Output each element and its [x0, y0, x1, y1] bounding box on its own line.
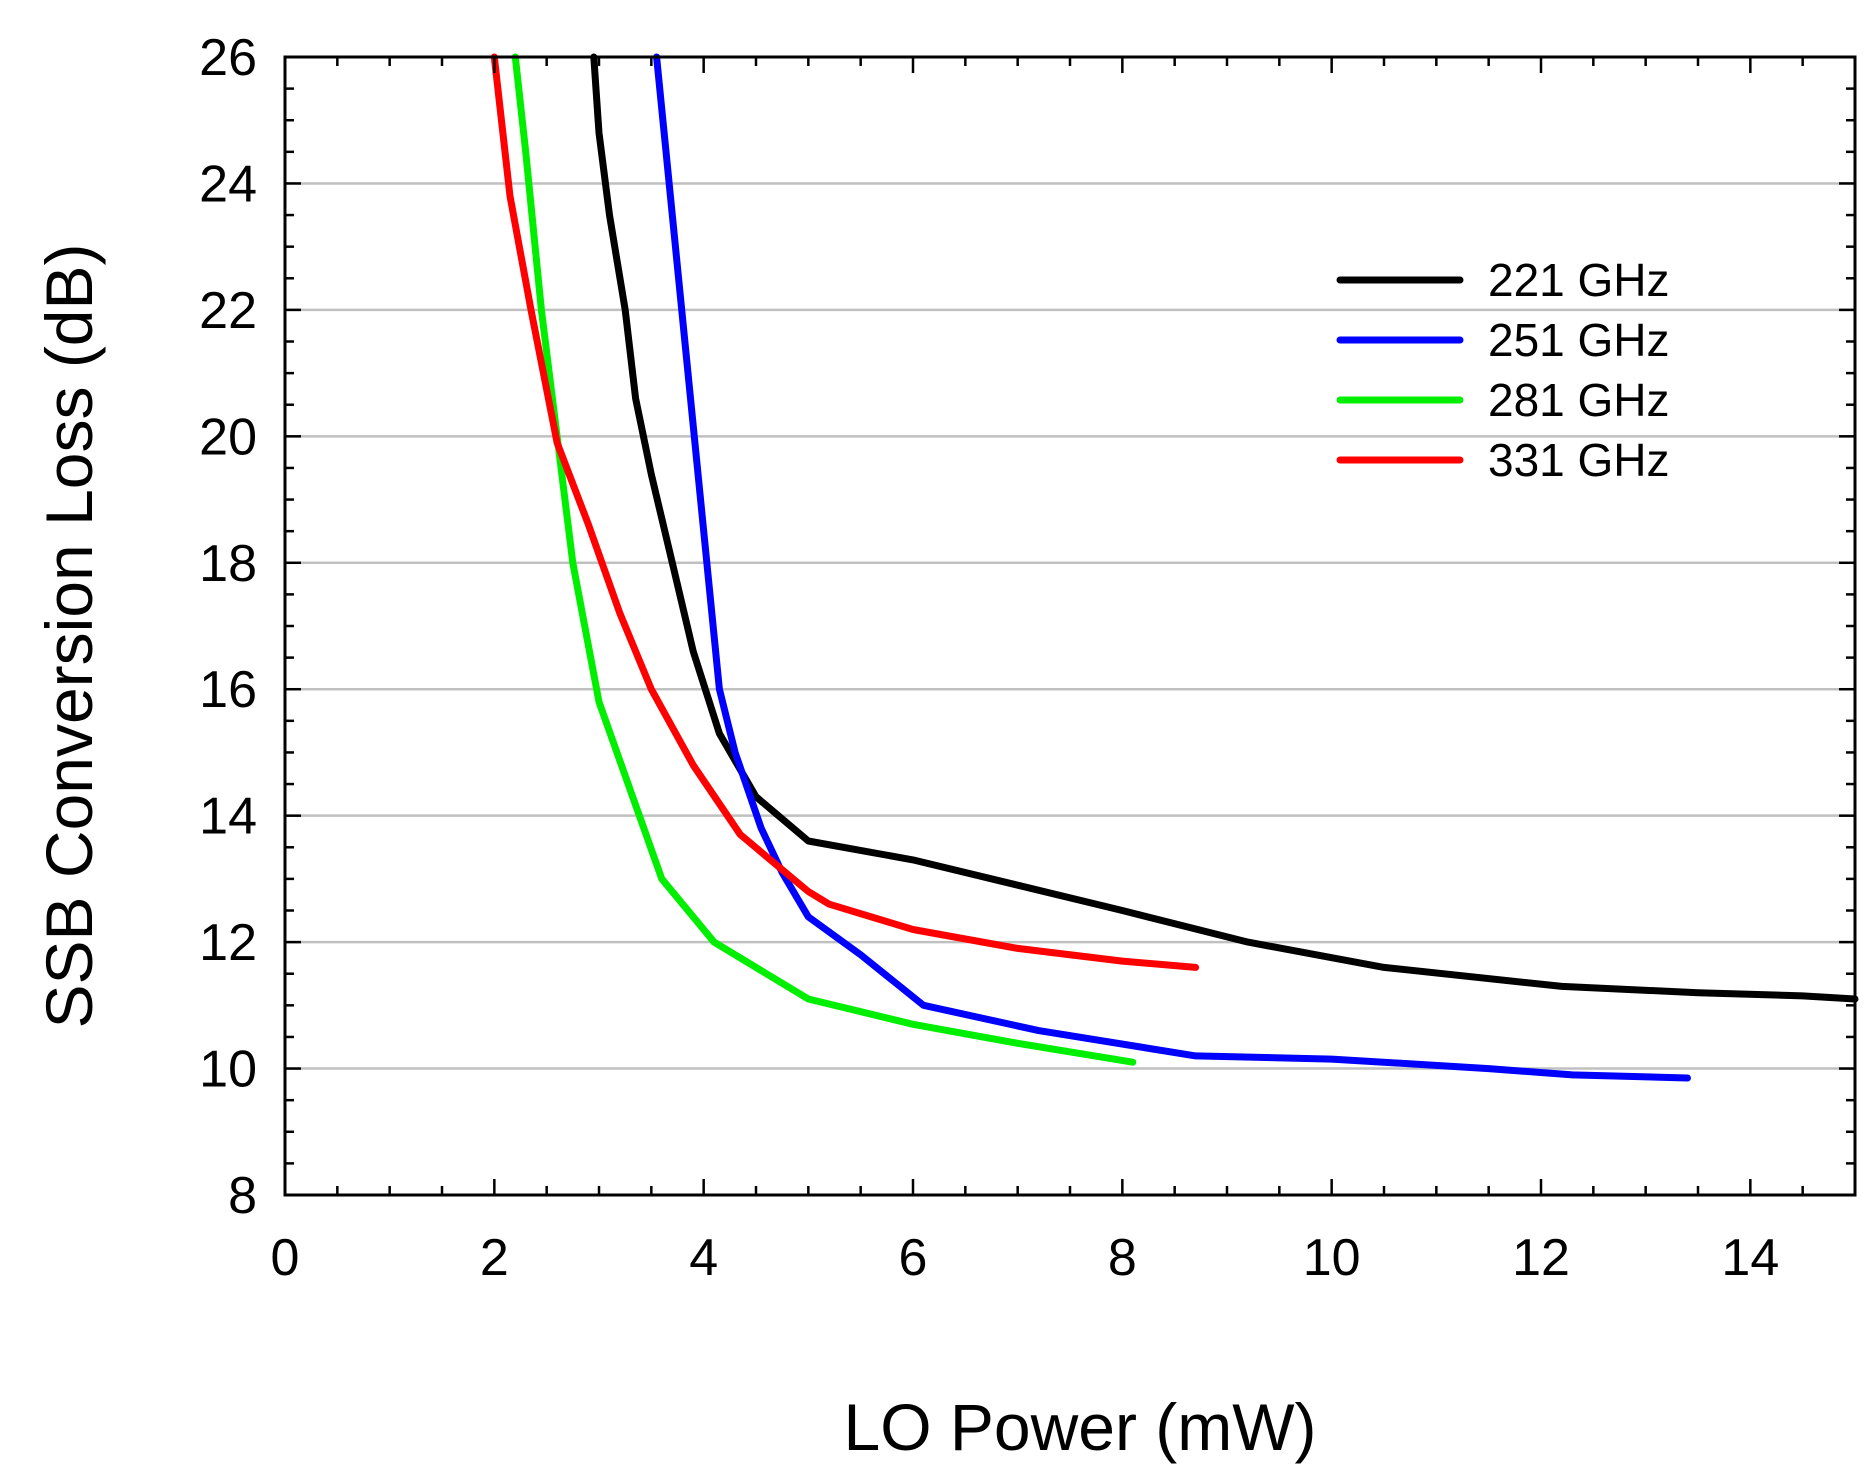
series-line-281-ghz [511, 53, 1137, 1066]
x-tick-label: 0 [271, 1229, 300, 1287]
y-tick-label: 18 [199, 535, 257, 593]
x-tick-label: 12 [1512, 1229, 1570, 1287]
y-tick-label: 26 [199, 29, 257, 87]
x-tick-label: 4 [689, 1229, 718, 1287]
y-tick-label: 22 [199, 282, 257, 340]
grid-lines [285, 182, 1855, 1070]
y-tick-label: 16 [199, 661, 257, 719]
x-tick-label: 6 [899, 1229, 928, 1287]
legend: 221 GHz 251 GHz 281 GHz 331 GHz [1336, 254, 1670, 486]
x-axis-label: LO Power (mW) [843, 1390, 1316, 1464]
x-tick-label: 10 [1303, 1229, 1361, 1287]
series-lines [490, 53, 1859, 1082]
plot-frame [283, 55, 1857, 1197]
x-tick-label: 14 [1721, 1229, 1779, 1287]
y-tick-label: 14 [199, 788, 257, 846]
y-axis-label: SSB Conversion Loss (dB) [32, 243, 106, 1028]
y-tick-label: 10 [199, 1041, 257, 1099]
series-line-251-ghz [653, 53, 1691, 1082]
y-tick-label: 12 [199, 914, 257, 972]
x-tick-label: 2 [480, 1229, 509, 1287]
legend-label: 251 GHz [1488, 314, 1670, 366]
x-tick-label: 8 [1108, 1229, 1137, 1287]
series-line-221-ghz [590, 53, 1859, 1003]
legend-label: 221 GHz [1488, 254, 1670, 306]
legend-label: 331 GHz [1488, 434, 1670, 486]
y-tick-label: 8 [228, 1167, 257, 1225]
y-tick-label: 24 [199, 155, 257, 213]
axis-ticks [283, 55, 1857, 1197]
series-line-331-ghz [490, 53, 1200, 971]
legend-label: 281 GHz [1488, 374, 1670, 426]
y-tick-label: 20 [199, 408, 257, 466]
